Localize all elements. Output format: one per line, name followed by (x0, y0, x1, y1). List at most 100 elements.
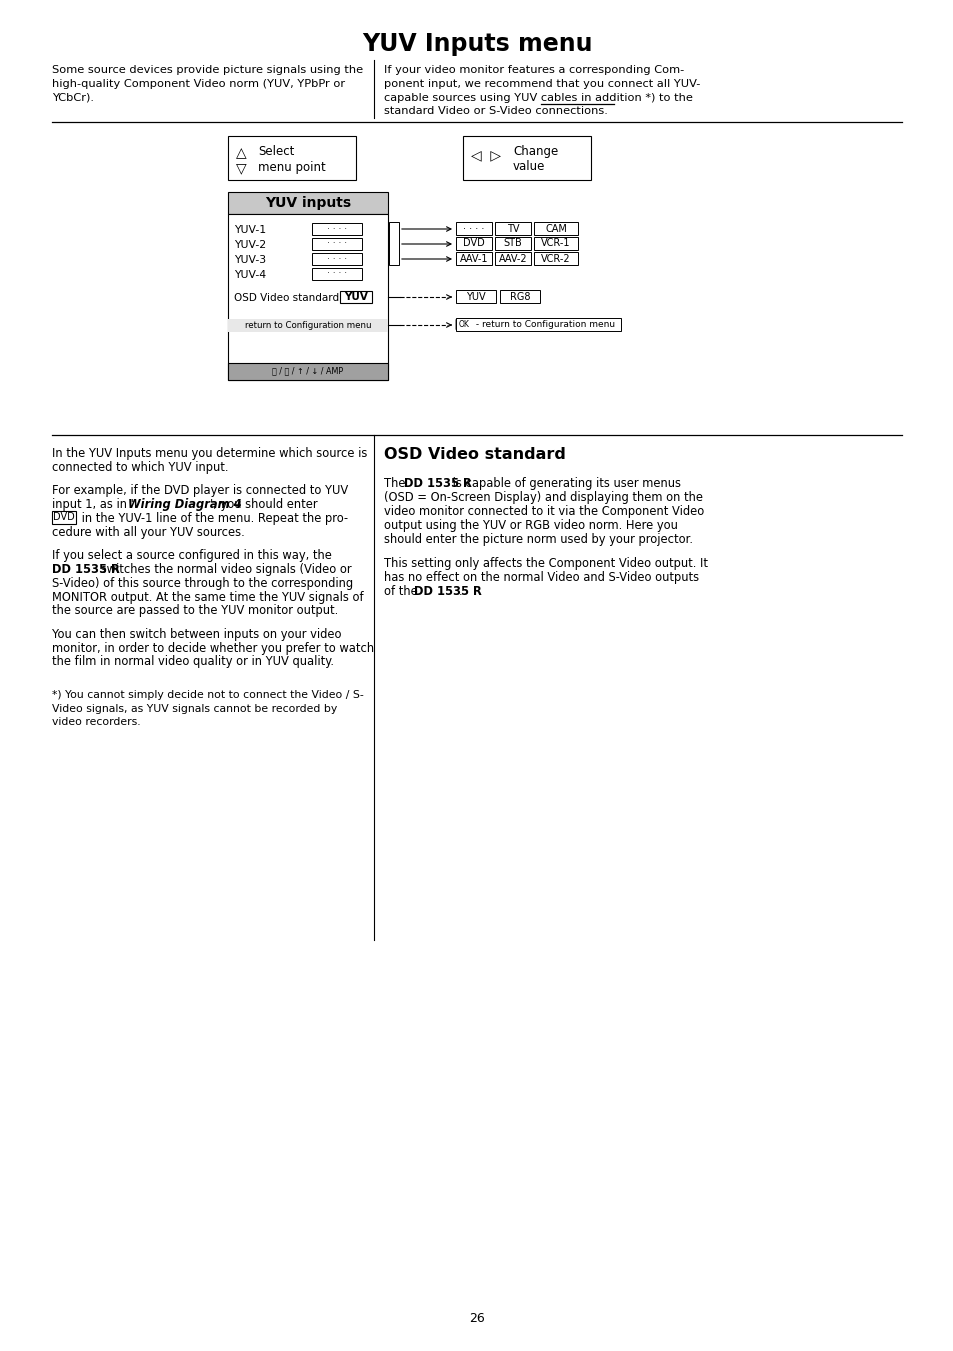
Bar (462, 136, 590, 180)
Text: is capable of generating its user menus: is capable of generating its user menus (449, 477, 680, 490)
Text: · · · ·: · · · · (327, 254, 347, 263)
Text: in the YUV-1 line of the menu. Repeat the pro-: in the YUV-1 line of the menu. Repeat th… (78, 512, 348, 524)
Text: S-Video) of this source through to the corresponding: S-Video) of this source through to the c… (52, 577, 353, 590)
Text: For example, if the DVD player is connected to YUV: For example, if the DVD player is connec… (52, 484, 348, 497)
Text: cedure with all your YUV sources.: cedure with all your YUV sources. (52, 526, 245, 539)
Bar (312, 253, 361, 265)
Text: standard Video or S-Video connections.: standard Video or S-Video connections. (384, 107, 607, 116)
Text: output using the YUV or RGB video norm. Here you: output using the YUV or RGB video norm. … (384, 519, 678, 532)
Bar (228, 319, 388, 332)
Text: video monitor connected to it via the Component Video: video monitor connected to it via the Co… (384, 505, 703, 517)
Text: Select: Select (257, 145, 294, 158)
Text: DVD: DVD (462, 239, 484, 249)
Text: video recorders.: video recorders. (52, 717, 140, 727)
Text: If you select a source configured in this way, the: If you select a source configured in thi… (52, 549, 332, 562)
Text: DD 1535 R: DD 1535 R (414, 585, 481, 598)
Text: OK: OK (458, 320, 469, 330)
Text: This setting only affects the Component Video output. It: This setting only affects the Component … (384, 558, 707, 570)
Bar (389, 222, 398, 265)
Text: STB: STB (503, 239, 522, 249)
Text: The: The (384, 477, 409, 490)
Text: YCbCr).: YCbCr). (52, 93, 94, 103)
Bar (456, 236, 492, 250)
Text: - return to Configuration menu: - return to Configuration menu (473, 320, 615, 330)
Bar (495, 236, 531, 250)
Text: △: △ (235, 146, 247, 159)
Bar (495, 253, 531, 265)
FancyBboxPatch shape (456, 319, 472, 330)
Text: the film in normal video quality or in YUV quality.: the film in normal video quality or in Y… (52, 655, 334, 669)
Text: In the YUV Inputs menu you determine which source is: In the YUV Inputs menu you determine whi… (52, 447, 367, 459)
Text: of the: of the (384, 585, 421, 598)
Text: the source are passed to the YUV monitor output.: the source are passed to the YUV monitor… (52, 604, 338, 617)
Text: DD 1535 R: DD 1535 R (403, 477, 471, 490)
Bar (228, 136, 355, 180)
Text: .: . (458, 585, 462, 598)
Bar (456, 253, 492, 265)
Text: Wiring Diagram 4: Wiring Diagram 4 (128, 499, 241, 511)
Text: OSD Video standard: OSD Video standard (384, 447, 565, 462)
Text: *) You cannot simply decide not to connect the Video / S-: *) You cannot simply decide not to conne… (52, 690, 363, 700)
Text: ponent input, we recommend that you connect all YUV-: ponent input, we recommend that you conn… (384, 78, 700, 89)
Text: YUV inputs: YUV inputs (265, 196, 351, 209)
Text: YUV: YUV (344, 292, 368, 303)
Bar (456, 290, 496, 303)
Text: CAM: CAM (544, 223, 566, 234)
Bar (456, 317, 620, 331)
Text: ', you should enter: ', you should enter (210, 499, 317, 511)
Text: 26: 26 (469, 1312, 484, 1325)
Bar (534, 222, 578, 235)
Text: menu point: menu point (257, 161, 325, 174)
Text: VCR-2: VCR-2 (540, 254, 570, 263)
Bar (499, 290, 539, 303)
Text: should enter the picture norm used by your projector.: should enter the picture norm used by yo… (384, 532, 692, 546)
Bar (534, 253, 578, 265)
Text: DVD: DVD (53, 512, 74, 521)
Text: VCR-1: VCR-1 (540, 239, 570, 249)
Bar (52, 511, 76, 524)
Text: Change: Change (513, 145, 558, 158)
Bar (534, 236, 578, 250)
Bar (312, 238, 361, 250)
Text: (OSD = On-Screen Display) and displaying them on the: (OSD = On-Screen Display) and displaying… (384, 492, 702, 504)
Text: capable sources using YUV cables in addition *) to the: capable sources using YUV cables in addi… (384, 93, 692, 103)
Text: return to Configuration menu: return to Configuration menu (245, 320, 371, 330)
Text: · · · ·: · · · · (327, 239, 347, 249)
Text: Some source devices provide picture signals using the: Some source devices provide picture sign… (52, 65, 363, 76)
Text: YUV-3: YUV-3 (233, 255, 266, 265)
Text: switches the normal video signals (Video or: switches the normal video signals (Video… (97, 563, 352, 576)
Text: AAV-1: AAV-1 (459, 254, 488, 263)
Bar (339, 290, 372, 303)
Bar (312, 267, 361, 280)
Text: MONITOR output. At the same time the YUV signals of: MONITOR output. At the same time the YUV… (52, 590, 363, 604)
Text: monitor, in order to decide whether you prefer to watch: monitor, in order to decide whether you … (52, 642, 374, 655)
Text: YUV-4: YUV-4 (233, 270, 266, 280)
Text: You can then switch between inputs on your video: You can then switch between inputs on yo… (52, 628, 341, 640)
Bar (228, 213, 388, 380)
Text: DD 1535 R: DD 1535 R (52, 563, 120, 576)
Text: YUV-2: YUV-2 (233, 240, 266, 250)
Text: · · · ·: · · · · (463, 223, 484, 234)
Bar (495, 222, 531, 235)
Text: · · · ·: · · · · (327, 269, 347, 278)
Text: has no effect on the normal Video and S-Video outputs: has no effect on the normal Video and S-… (384, 571, 699, 584)
Text: high-quality Component Video norm (YUV, YPbPr or: high-quality Component Video norm (YUV, … (52, 78, 345, 89)
Text: AAV-2: AAV-2 (498, 254, 527, 263)
Text: ⏮ / ⏭ / ↑ / ↓ / AMP: ⏮ / ⏭ / ↑ / ↓ / AMP (273, 366, 343, 376)
Bar (228, 363, 388, 380)
Bar (312, 223, 361, 235)
Text: RG8: RG8 (509, 292, 530, 301)
Text: OSD Video standard: OSD Video standard (233, 293, 338, 303)
Bar (456, 222, 492, 235)
Text: ▽: ▽ (235, 161, 247, 176)
Text: YUV: YUV (466, 292, 485, 301)
Text: · · · ·: · · · · (327, 224, 347, 234)
Text: value: value (513, 159, 545, 173)
Bar (228, 192, 388, 213)
Text: If your video monitor features a corresponding Com-: If your video monitor features a corresp… (384, 65, 683, 76)
Text: Video signals, as YUV signals cannot be recorded by: Video signals, as YUV signals cannot be … (52, 704, 337, 713)
Text: TV: TV (506, 223, 518, 234)
Text: YUV-1: YUV-1 (233, 226, 266, 235)
Text: input 1, as in ': input 1, as in ' (52, 499, 133, 511)
Text: ◁  ▷: ◁ ▷ (471, 149, 500, 162)
